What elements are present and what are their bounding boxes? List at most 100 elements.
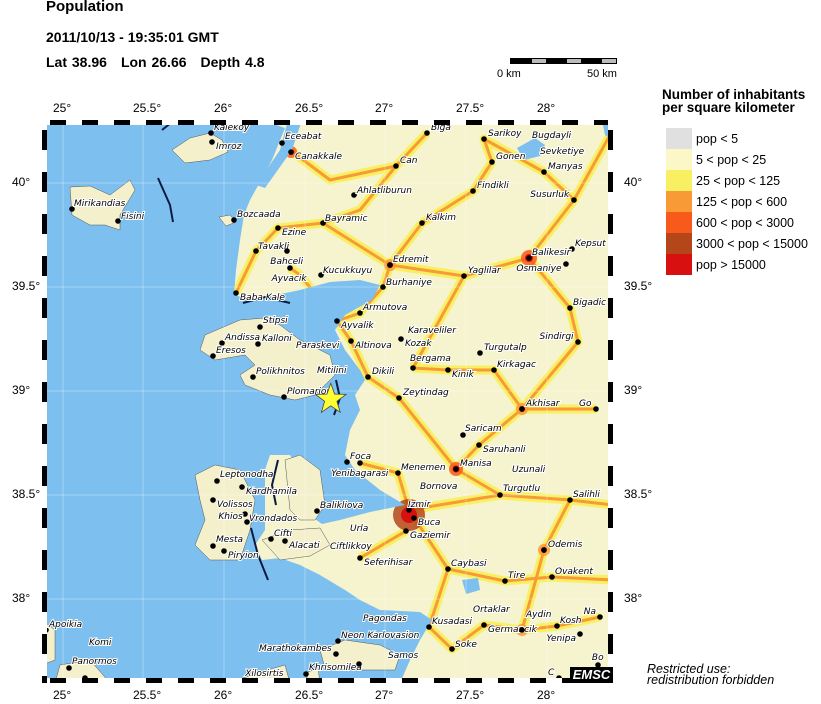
place-pagondas[interactable]: Pagondas — [356, 613, 408, 667]
place-ezine[interactable]: Ezine — [275, 225, 308, 239]
place-kalloni[interactable]: Kalloni — [255, 333, 293, 347]
place-yaglilar[interactable]: Yaglilar — [461, 265, 503, 279]
place-khios[interactable]: Khios — [217, 511, 250, 525]
place-tire[interactable]: Tire — [502, 570, 527, 584]
place-susurluk[interactable]: Susurluk — [529, 189, 577, 203]
place-ovakent[interactable]: Ovakent — [549, 566, 594, 580]
place-polikhnitos[interactable]: Polikhnitos — [250, 366, 306, 380]
place-fisini[interactable]: Fisini — [115, 211, 146, 224]
place-salihli[interactable]: Salihli — [567, 489, 601, 503]
place-mirikandias[interactable]: Mirikandias — [69, 198, 127, 212]
place-sevketiye[interactable]: Sevketiye — [539, 146, 586, 158]
place-bornova[interactable]: Bornova — [419, 481, 458, 493]
place-yenipa[interactable]: Yenipa — [546, 631, 583, 645]
place-dikili[interactable]: Dikili — [365, 366, 396, 380]
place-turgutlu[interactable]: Turgutlu — [497, 483, 541, 498]
place-zeytindag[interactable]: Zeytindag — [396, 387, 450, 401]
place-gaziemir[interactable]: Gaziemir — [403, 528, 453, 542]
place-baba-kale[interactable]: Baba Kale — [233, 290, 286, 304]
place-balikesir[interactable]: Balikesir — [526, 247, 573, 261]
place-edremit[interactable]: Edremit — [387, 254, 430, 268]
place-balikliova[interactable]: Balikliova — [314, 500, 364, 514]
place-armutova[interactable]: Armutova — [357, 302, 408, 316]
epicenter-star-icon[interactable] — [314, 382, 348, 414]
place-yenibagarasi[interactable]: Yenibagarasi — [330, 460, 390, 480]
place-gonen[interactable]: Gonen — [489, 151, 527, 165]
place-neon-karlovasion[interactable]: Neon Karlovasion — [335, 630, 421, 644]
place-uzunali[interactable]: Uzunali — [511, 464, 547, 476]
place-samos[interactable]: Samos — [387, 650, 420, 662]
place-alacati[interactable]: Alacati — [282, 538, 321, 552]
place-ahlatliburun[interactable]: Ahlatliburun — [351, 185, 413, 198]
place-kirkagac[interactable]: Kirkagac — [491, 359, 537, 373]
place-na[interactable]: Na — [583, 606, 603, 620]
place-osmaniye[interactable]: Osmaniye — [515, 261, 569, 275]
place-khrisomilea[interactable]: Khrisomilea — [303, 662, 363, 677]
place-biga[interactable]: Biga — [424, 122, 452, 136]
place-karaveliler[interactable]: Karaveliler — [407, 325, 458, 337]
place-seferihisar[interactable]: Seferihisar — [357, 555, 415, 569]
place-sindirgi[interactable]: Sindirgi — [539, 331, 581, 345]
place-andissa[interactable]: Andissa — [219, 332, 261, 346]
place-panormos[interactable]: Panormos — [66, 656, 118, 671]
place-tavakli[interactable]: Tavakli — [253, 241, 291, 254]
place-odemis[interactable]: Odemis — [541, 539, 584, 553]
place-ortaklar[interactable]: Ortaklar — [472, 604, 512, 616]
place-ciftlikkoy[interactable]: Ciftlikkoy — [329, 541, 373, 553]
place-stipsi[interactable]: Stipsi — [257, 315, 289, 330]
place-manisa[interactable]: Manisa — [453, 458, 493, 472]
place-saricam[interactable]: Saricam — [460, 423, 503, 438]
place-findikli[interactable]: Findikli — [470, 180, 510, 194]
place-foca[interactable]: Foca — [344, 451, 372, 465]
place-turgutalp[interactable]: Turgutalp — [477, 342, 528, 356]
place-aydin[interactable]: Aydin — [519, 609, 553, 633]
place-canakkale[interactable]: Canakkale — [288, 149, 343, 163]
place-go[interactable]: Go — [578, 398, 599, 412]
place-imroz[interactable]: Imroz — [209, 139, 243, 153]
place-ayvacik[interactable]: Ayvacik — [270, 265, 308, 285]
place-kepsut[interactable]: Kepsut — [569, 238, 607, 252]
place-volissos[interactable]: Volissos — [210, 497, 254, 511]
place-urla[interactable]: Urla — [349, 523, 369, 535]
place-kozak[interactable]: Kozak — [398, 336, 433, 350]
place-bugdayli[interactable]: Bugdayli — [531, 130, 573, 142]
place-kosh[interactable]: Kosh — [554, 615, 583, 629]
place-paraskevi[interactable]: Paraskevi — [295, 340, 341, 352]
place-cifti[interactable]: Cifti — [268, 528, 293, 542]
place-ayvalik[interactable]: Ayvalik — [334, 318, 375, 332]
place-soke[interactable]: Soke — [449, 639, 478, 652]
place-can[interactable]: Can — [393, 155, 419, 169]
place-vrondados[interactable]: Vrondados — [242, 511, 299, 525]
place-kucukkuyu[interactable]: Kucukkuyu — [318, 265, 373, 278]
place-piryion[interactable]: Piryion — [221, 548, 260, 562]
place-marathokambes[interactable]: Marathokambes — [258, 643, 339, 657]
place-kinik[interactable]: Kinik — [445, 367, 476, 381]
place-kalkim[interactable]: Kalkim — [419, 212, 457, 226]
place-altinova[interactable]: Altinova — [348, 338, 393, 352]
place-germancik[interactable]: Germancik — [481, 622, 539, 636]
place-kardhamila[interactable]: Kardhamila — [239, 484, 298, 498]
place-buca[interactable]: Buca — [411, 515, 441, 529]
place-burhaniye[interactable]: Burhaniye — [380, 277, 433, 290]
place-caybasi[interactable]: Caybasi — [445, 558, 488, 572]
place-saruhanli[interactable]: Saruhanli — [476, 442, 527, 456]
place-bayramic[interactable]: Bayramic — [320, 213, 368, 226]
place-bergama[interactable]: Bergama — [409, 353, 452, 371]
place-izmir[interactable]: Izmir — [406, 499, 433, 513]
place-kalekoy[interactable]: Kalekoy — [208, 122, 251, 136]
place-bigadic[interactable]: Bigadic — [567, 297, 607, 311]
place-eceabat[interactable]: Eceabat — [279, 131, 323, 146]
place-sarikoy[interactable]: Sarikoy — [481, 128, 523, 142]
place-menemen[interactable]: Menemen — [395, 462, 447, 476]
place-mitilini[interactable]: Mitilini — [316, 365, 348, 377]
population-map[interactable]: Kalekoy Imroz Eceabat Canakkale Mirikandias F… — [42, 120, 613, 683]
place-mesta[interactable]: Mesta — [210, 534, 244, 549]
place-akhisar[interactable]: Akhisar — [519, 398, 562, 412]
place-bo[interactable]: Bo — [591, 652, 605, 668]
place-bahceli[interactable]: Bahceli — [269, 248, 305, 268]
place-eresos[interactable]: Eresos — [210, 345, 247, 359]
place-manyas[interactable]: Manyas — [541, 161, 584, 175]
place-kusadasi[interactable]: Kusadasi — [426, 616, 473, 630]
place-bozcaada[interactable]: Bozcaada — [231, 209, 282, 223]
place-leptonodha[interactable]: Leptonodha — [214, 469, 274, 484]
